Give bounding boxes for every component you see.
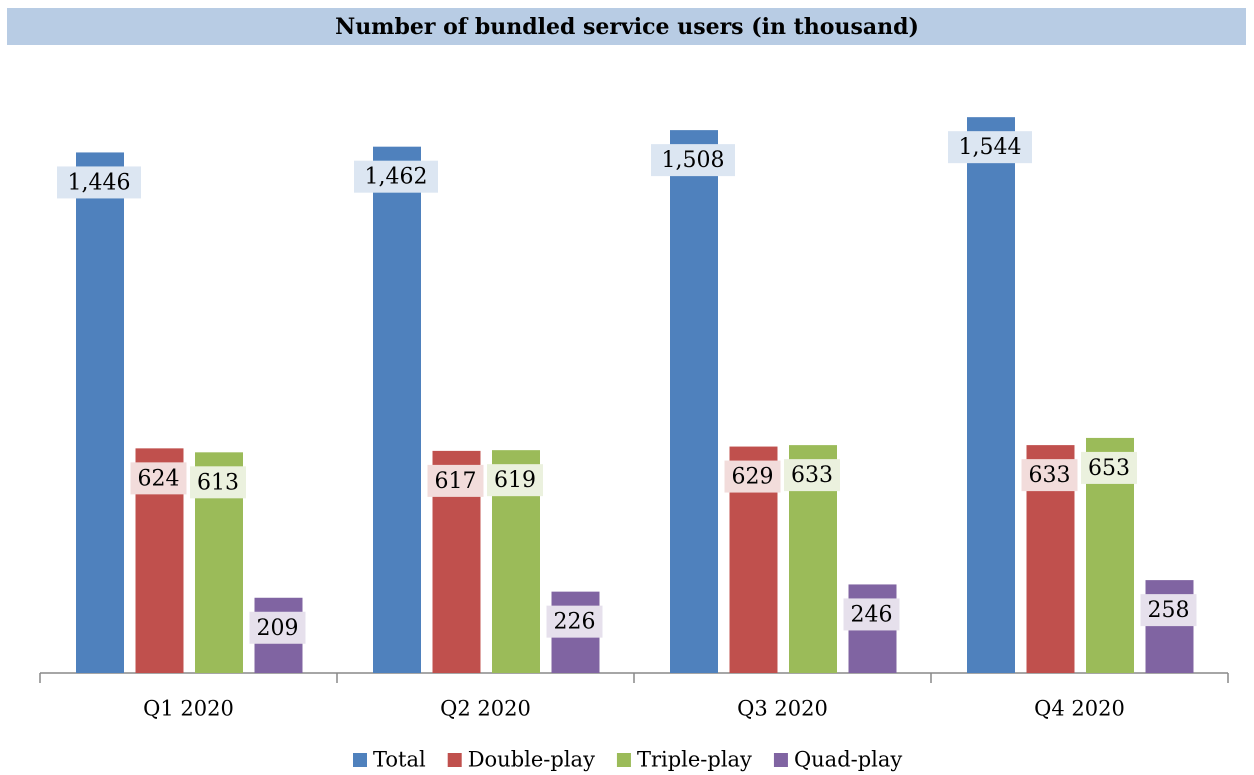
data-label-box: [546, 605, 603, 638]
data-label: 613: [197, 470, 239, 495]
data-label-box: [354, 160, 438, 193]
data-label-box: [249, 611, 306, 644]
data-label-box: [1021, 459, 1078, 492]
data-label: 209: [257, 616, 299, 641]
legend-swatch: [447, 753, 462, 767]
data-label-box: [843, 598, 900, 631]
data-label: 617: [435, 469, 477, 494]
title-band: [7, 8, 1246, 45]
data-label-box: [1140, 594, 1197, 627]
bar: [1145, 580, 1194, 673]
data-label-box: [487, 464, 543, 497]
data-label-box: [784, 459, 840, 492]
data-label: 633: [1029, 463, 1071, 488]
data-label-box: [427, 464, 484, 497]
bar: [670, 130, 718, 673]
data-label-box: [57, 166, 141, 199]
legend-label: Triple-play: [637, 748, 752, 772]
legend-label: Total: [373, 748, 426, 772]
x-tick-label: Q3 2020: [737, 697, 828, 721]
data-label-box: [130, 462, 187, 495]
legend-label: Double-play: [468, 748, 595, 772]
bar: [967, 117, 1015, 673]
data-label-box: [651, 144, 735, 177]
data-label: 629: [732, 465, 774, 490]
data-label-box: [724, 460, 781, 493]
bar: [76, 152, 124, 673]
legend-swatch: [353, 753, 367, 767]
bar: [373, 146, 421, 673]
x-tick-label: Q1 2020: [143, 697, 234, 721]
data-label: 1,544: [959, 135, 1022, 160]
data-label: 258: [1148, 598, 1190, 623]
data-label-box: [948, 131, 1032, 164]
data-label: 624: [138, 466, 180, 491]
legend-swatch: [773, 753, 788, 767]
data-label: 1,508: [662, 148, 725, 173]
data-label: 1,446: [68, 170, 131, 195]
chart-title: Number of bundled service users (in thou…: [335, 14, 919, 40]
data-label: 633: [791, 463, 833, 488]
data-label-box: [1081, 451, 1137, 484]
data-label: 246: [851, 602, 893, 627]
data-label: 653: [1088, 456, 1130, 481]
x-tick-label: Q2 2020: [440, 697, 531, 721]
legend-label: Quad-play: [794, 748, 902, 772]
data-label: 619: [494, 468, 536, 493]
data-label-box: [190, 466, 246, 499]
data-label: 226: [554, 610, 596, 635]
legend-swatch: [616, 753, 631, 767]
data-label: 1,462: [365, 165, 428, 190]
x-tick-label: Q4 2020: [1034, 697, 1125, 721]
